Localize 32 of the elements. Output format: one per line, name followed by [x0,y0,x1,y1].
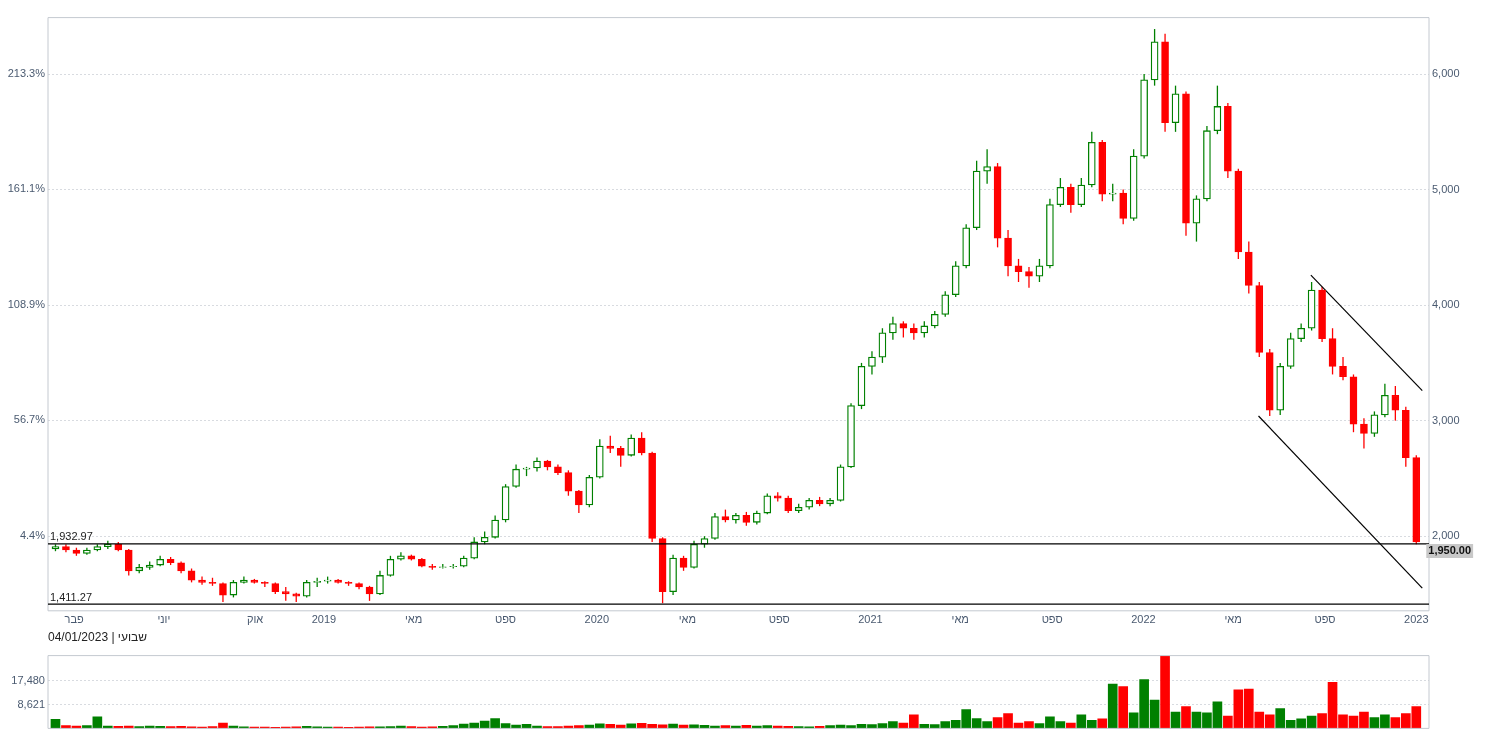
y-tick-label: 4,000 [1432,298,1460,311]
y2-tick-label: 213.3% [7,66,46,79]
y-tick-label: 2,000 [1432,529,1460,542]
x-tick-label: ספט [495,613,517,626]
x-tick-label: מאי [1224,613,1242,626]
y-tick-label: 3,000 [1432,413,1460,426]
x-tick-label: ספט [768,613,790,626]
y-tick-label: 17,480 [11,673,45,686]
y2-tick-label: 4.4% [19,529,46,542]
y-tick-label: 8,621 [17,698,45,711]
x-tick-label: מאי [678,613,696,626]
x-tick-label: אוק [246,613,264,626]
x-tick-label: 2021 [858,613,883,626]
y2-tick-label: 56.7% [13,413,46,426]
x-tick-label: 2023 [1404,613,1429,626]
y-tick-label: 6,000 [1432,67,1460,80]
ref-line-label: 1,932.97 [50,530,93,543]
y-tick-label: 5,000 [1432,182,1460,195]
x-tick-label: 2020 [584,613,610,626]
x-tick-label: 2019 [311,613,337,626]
x-tick-label: ספט [1314,613,1336,626]
y2-tick-label: 108.9% [7,297,46,310]
x-tick-label: פבר [64,613,85,626]
x-tick-label: מאי [951,613,969,626]
x-tick-label: ספט [1041,613,1063,626]
annotation: 1,950.00 [1428,543,1472,556]
y2-tick-label: 161.1% [7,182,46,195]
x-tick-label: יוני [157,613,171,626]
ref-line-label: 1,411.27 [50,590,93,603]
text: שבועי | 04/01/2023 [48,630,148,644]
x-tick-label: מאי [404,613,423,626]
x-tick-label: 2022 [1131,613,1156,626]
